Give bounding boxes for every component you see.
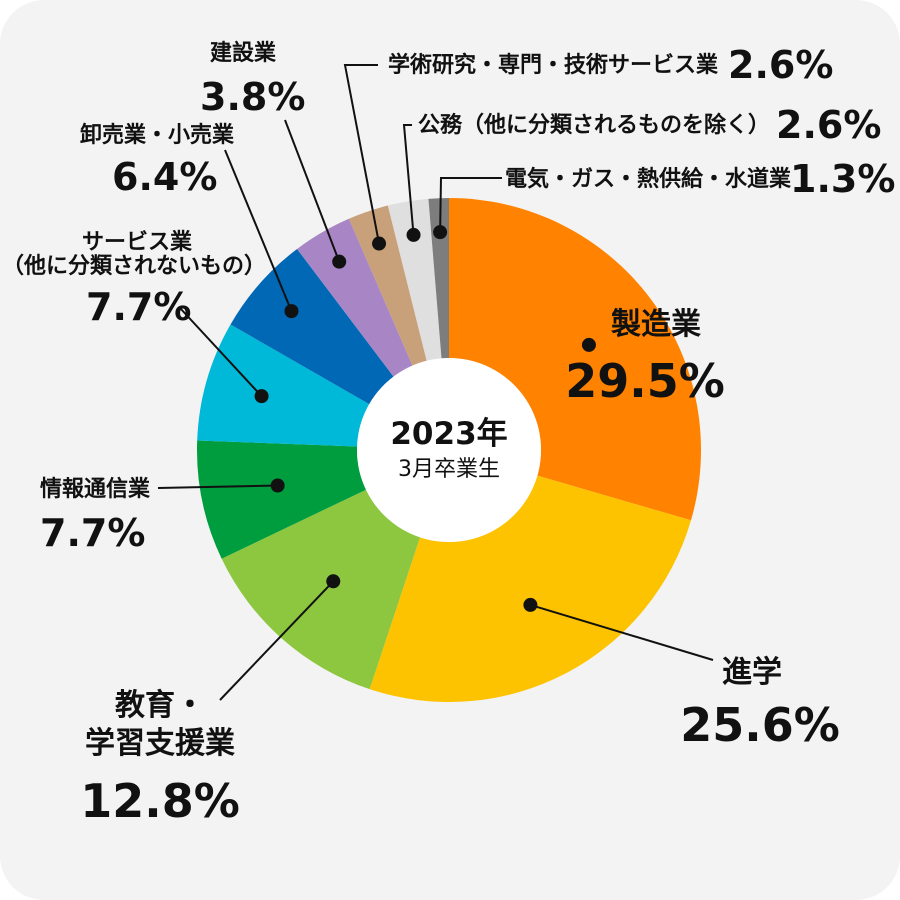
slice-4 <box>197 324 370 447</box>
slice-3 <box>196 440 367 559</box>
category-label-6: 建設業 <box>210 40 277 66</box>
category-label-9: 電気・ガス・熱供給・水道業 <box>505 166 792 192</box>
category-label-0: 製造業 <box>611 307 701 342</box>
value-label-2: 12.8% <box>80 774 240 828</box>
value-label-8: 2.6% <box>776 103 881 147</box>
slice-6 <box>297 218 413 377</box>
leader-dot-8 <box>406 227 421 242</box>
value-label-9: 1.3% <box>790 157 895 201</box>
category-label-1: 進学 <box>722 655 782 690</box>
leader-line-8 <box>402 124 415 235</box>
leader-dot-9 <box>433 225 448 240</box>
category-label-5: 卸売業・小売業 <box>80 122 235 148</box>
leader-line-9 <box>439 177 502 233</box>
value-label-7: 2.6% <box>728 43 833 87</box>
slice-1 <box>369 475 691 703</box>
value-label-0: 29.5% <box>565 354 725 408</box>
leader-dot-5 <box>284 304 299 319</box>
label-group: 製造業 29.5% 進学 25.6% 教育・学習支援業 12.8% 情報通信業 7.7% サービ… <box>2 40 895 828</box>
leader-dot-6 <box>332 254 347 269</box>
leader-dot-3 <box>270 478 285 493</box>
category-label-8: 公務（他に分類されるものを除く） <box>418 112 770 138</box>
leader-line-1 <box>530 603 714 661</box>
leader-line-3 <box>157 484 278 489</box>
leader-line-6 <box>284 119 341 263</box>
value-label-4: 7.7% <box>86 285 191 329</box>
slice-5 <box>230 248 394 405</box>
value-label-6: 3.8% <box>200 75 305 119</box>
slice-2 <box>221 489 421 690</box>
center-hole <box>357 358 541 542</box>
category-label-2-line-0: 教育・ <box>115 688 205 723</box>
center-subtitle-label: 3月卒業生 <box>398 457 500 482</box>
leader-line-group <box>157 64 714 701</box>
category-label-4-line-1: （他に分類されないもの） <box>2 254 266 279</box>
value-label-5: 6.4% <box>112 155 217 199</box>
slice-8 <box>387 198 442 361</box>
category-label-2-line-1: 学習支援業 <box>85 726 235 761</box>
value-label-1: 25.6% <box>680 698 840 752</box>
center-year-label: 2023年 <box>390 416 507 452</box>
leader-dot-2 <box>326 574 341 589</box>
leader-dot-0 <box>581 337 596 352</box>
slice-7 <box>348 205 427 366</box>
value-label-3: 7.7% <box>40 511 145 555</box>
leader-dot-7 <box>372 236 387 251</box>
leader-line-4 <box>179 307 263 397</box>
category-label-7: 学術研究・専門・技術サービス業 <box>388 52 719 78</box>
category-label-4-line-0: サービス業 <box>82 230 193 255</box>
category-label-3: 情報通信業 <box>40 476 151 502</box>
leader-line-7 <box>343 64 381 244</box>
leader-dot-1 <box>523 597 538 612</box>
leader-line-2 <box>219 580 334 701</box>
slice-0 <box>449 198 701 521</box>
leader-line-5 <box>224 149 293 312</box>
leader-dot-4 <box>254 389 269 404</box>
